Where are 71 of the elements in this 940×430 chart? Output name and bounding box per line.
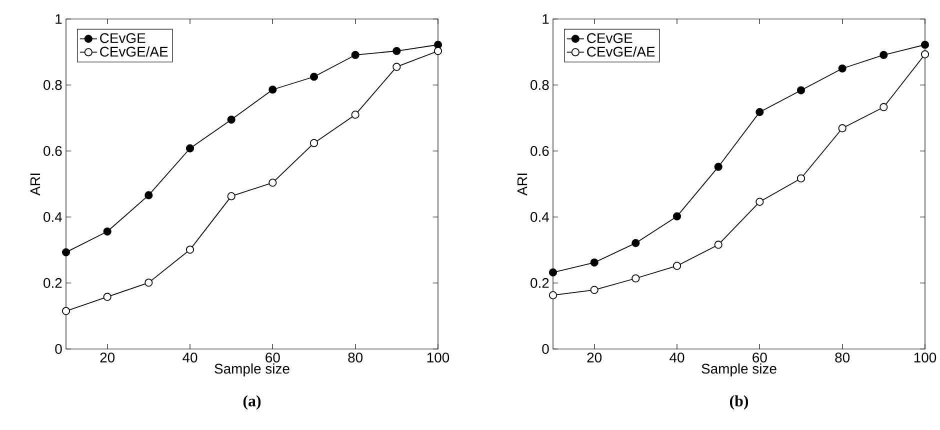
point: [714, 240, 722, 249]
x-tick-label: 40: [182, 352, 198, 362]
y-tick-label: 0: [542, 344, 549, 354]
legend-label: CEvGE: [100, 33, 146, 44]
point: [796, 86, 806, 94]
y-tick-label: 0: [55, 344, 62, 354]
point: [756, 108, 764, 116]
y-tick-label: 0.8: [530, 80, 549, 90]
point: [103, 292, 112, 301]
point: [756, 198, 764, 206]
text: (a): [243, 395, 261, 410]
point: [548, 268, 558, 276]
point: [880, 103, 888, 112]
x-tick-label: 60: [752, 352, 767, 362]
text: (b): [730, 395, 748, 410]
y-tick-label: 0.4: [44, 212, 62, 222]
point: [632, 239, 640, 248]
point: [880, 50, 888, 60]
point: [392, 46, 401, 56]
point: [672, 262, 682, 270]
y-tick-label: 0.6: [44, 146, 62, 156]
y-axis-title: ARI: [30, 174, 40, 196]
point: [227, 192, 236, 200]
x-tick-label: 80: [348, 352, 363, 362]
point: [920, 40, 930, 49]
x-tick-label: 60: [266, 352, 280, 362]
y-tick-label: 0.4: [530, 212, 549, 222]
y-tick-label: 0.2: [530, 278, 549, 288]
x-tick-label: 80: [835, 352, 850, 362]
point: [268, 86, 277, 94]
point: [351, 50, 360, 60]
point: [227, 116, 236, 124]
x-tick-label: 40: [670, 352, 684, 362]
point: [186, 246, 194, 254]
point: [714, 162, 722, 171]
point: [632, 274, 640, 282]
point: [838, 124, 846, 132]
point: [392, 62, 401, 71]
point: [62, 248, 70, 256]
x-axis-title: Sample size: [214, 363, 290, 376]
x-tick-label: 100: [914, 352, 936, 362]
point: [310, 139, 318, 148]
point: [434, 46, 442, 56]
legend-label: CEvGE/AE: [100, 46, 168, 57]
point: [672, 212, 682, 220]
legend-label: CEvGE: [587, 33, 632, 44]
x-tick-label: 20: [100, 352, 115, 362]
point: [548, 291, 558, 300]
point: [144, 278, 153, 287]
y-tick-label: 1: [56, 14, 62, 24]
point: [103, 227, 112, 236]
point: [838, 64, 846, 73]
point: [268, 178, 277, 187]
x-axis-title: Sample size: [702, 363, 776, 376]
point: [590, 286, 598, 294]
point: [351, 110, 360, 119]
point: [590, 258, 598, 267]
point: [310, 72, 318, 81]
point: [796, 174, 806, 182]
x-tick-label: 100: [427, 352, 450, 362]
y-tick-label: 0.8: [44, 80, 62, 90]
point: [186, 144, 194, 152]
y-tick-label: 1: [542, 14, 549, 24]
y-axis-title: ARI: [517, 174, 528, 196]
legend-label: CEvGE/AE: [587, 46, 655, 57]
x-tick-label: 20: [587, 352, 602, 362]
y-tick-label: 0.6: [530, 146, 549, 156]
point: [144, 191, 153, 200]
point: [920, 50, 930, 58]
y-tick-label: 0.2: [44, 278, 62, 288]
point: [62, 307, 70, 316]
